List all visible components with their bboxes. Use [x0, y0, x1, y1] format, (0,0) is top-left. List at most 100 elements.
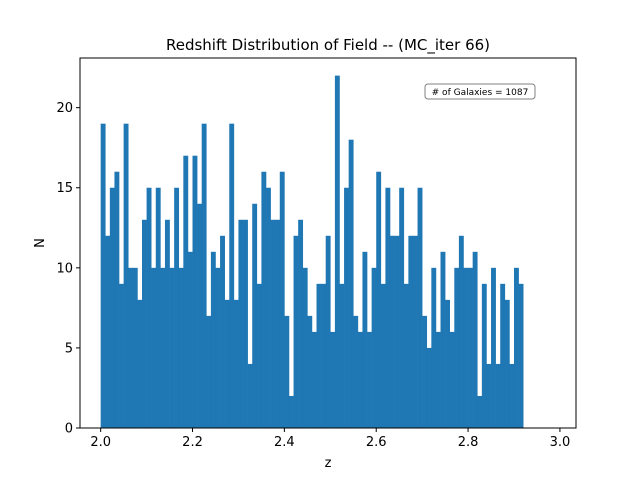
histogram-bar — [270, 219, 276, 428]
histogram-bar — [119, 283, 124, 428]
histogram-bar — [284, 315, 290, 428]
histogram-bar — [316, 283, 322, 428]
histogram-bar — [362, 251, 368, 428]
histogram-bar — [426, 347, 432, 428]
histogram-bar — [293, 235, 299, 428]
histogram-bar — [472, 251, 478, 428]
x-axis-ticks: 2.0 2.2 2.4 2.6 2.8 3.0 — [90, 428, 570, 450]
x-tick-label: 2.6 — [366, 435, 387, 450]
histogram-bar — [504, 299, 510, 428]
histogram-bar — [435, 331, 441, 428]
y-tick-label: 0 — [65, 422, 73, 437]
histogram-bar — [151, 267, 157, 428]
histogram-bar — [491, 267, 496, 428]
plot-frame — [79, 57, 577, 429]
histogram-bar — [495, 363, 501, 428]
histogram-bar — [266, 187, 271, 428]
galaxy-count-annotation: # of Galaxies = 1087 — [432, 88, 529, 98]
y-tick-label: 20 — [56, 101, 73, 116]
histogram-bar — [164, 219, 170, 428]
histogram-bar — [169, 267, 175, 428]
histogram-bar — [518, 283, 524, 428]
histogram-bar — [183, 155, 189, 428]
histogram-bar — [500, 283, 506, 428]
histogram-bar — [339, 283, 345, 428]
histogram-bar — [390, 235, 395, 428]
y-tick-label: 5 — [65, 341, 73, 356]
histogram-bar — [307, 315, 313, 428]
histogram-bar — [105, 235, 111, 428]
histogram-bar — [252, 203, 258, 428]
histogram-bar — [353, 315, 359, 428]
histogram-bar — [224, 299, 230, 428]
histogram-bar — [367, 331, 372, 428]
histogram-bar — [380, 283, 386, 428]
histogram-bar — [298, 219, 304, 428]
histogram-bar — [514, 267, 519, 428]
chart-title: Redshift Distribution of Field -- (MC_it… — [166, 36, 490, 55]
histogram-bar — [394, 235, 400, 428]
histogram-bar — [399, 187, 405, 428]
histogram-bar — [486, 363, 492, 428]
histogram-bar — [178, 267, 184, 428]
histogram-bar — [100, 123, 106, 429]
x-tick-label: 2.8 — [458, 435, 479, 450]
histogram-bar — [385, 187, 391, 428]
histogram-bar — [233, 299, 239, 428]
annotation-box — [424, 83, 536, 100]
histogram-bar — [403, 283, 409, 428]
x-axis-label: z — [325, 456, 332, 471]
x-tick-label: 3.0 — [550, 435, 571, 450]
histogram-bar — [334, 75, 340, 428]
histogram-bar — [109, 187, 115, 428]
histogram-bar — [261, 171, 267, 428]
histogram-bar — [132, 267, 138, 428]
histogram-bar — [142, 219, 147, 428]
y-axis-label: N — [33, 238, 48, 248]
histogram-bar — [256, 283, 262, 428]
histogram-bar — [137, 299, 143, 428]
histogram-bar — [468, 267, 473, 428]
histogram-bar — [160, 267, 166, 428]
x-tick-label: 2.2 — [182, 435, 203, 450]
y-tick-label: 15 — [56, 181, 73, 196]
histogram-bar — [311, 331, 317, 428]
histogram-bar — [454, 267, 460, 428]
histogram-bar — [376, 171, 382, 428]
histogram-bar — [128, 267, 134, 428]
y-axis-ticks: 0 5 10 15 20 — [56, 101, 80, 437]
histogram-bar — [445, 299, 451, 428]
histogram-bar — [174, 187, 180, 428]
histogram-bar — [481, 283, 487, 428]
histogram-bar — [247, 363, 253, 428]
histogram-bar — [146, 187, 152, 428]
histogram-bar — [431, 267, 437, 428]
y-tick-label: 10 — [56, 261, 73, 276]
histogram-bar — [509, 363, 515, 428]
histogram-bar — [238, 219, 244, 428]
histogram-bar — [412, 235, 418, 428]
histogram-bar — [458, 235, 464, 428]
histogram-bar — [275, 219, 281, 428]
histogram-bar — [477, 395, 483, 428]
histogram-bar — [220, 235, 225, 428]
histogram-bar — [348, 139, 354, 429]
histogram-bar — [243, 219, 248, 428]
histogram-bar — [192, 155, 198, 428]
histogram-bar — [321, 283, 327, 428]
histogram-bar — [288, 395, 294, 428]
histogram-bar — [229, 123, 235, 429]
histogram-bar — [302, 267, 308, 428]
histogram-bar — [123, 123, 129, 429]
histogram-bar — [114, 171, 120, 428]
histogram-bar — [210, 251, 216, 428]
histogram-bar — [155, 187, 161, 428]
histogram-bar — [330, 331, 336, 428]
histogram-bar — [201, 123, 207, 429]
x-tick-label: 2.4 — [274, 435, 295, 450]
histogram-bar — [449, 331, 455, 428]
x-tick-label: 2.0 — [90, 435, 111, 450]
histogram-bar — [279, 171, 285, 428]
histogram-bar — [197, 203, 203, 428]
histogram-bar — [440, 251, 446, 428]
